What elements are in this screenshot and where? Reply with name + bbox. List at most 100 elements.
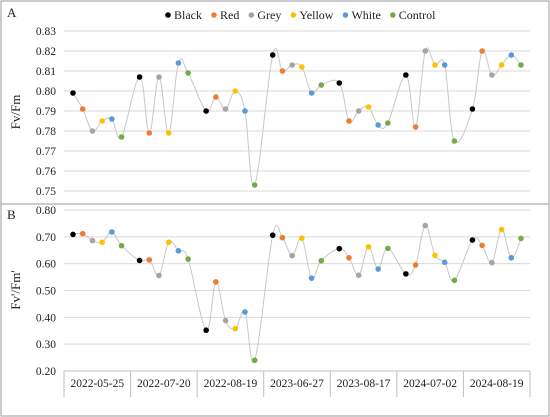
point-grey	[289, 252, 295, 259]
point-red	[213, 94, 219, 100]
point-black	[336, 245, 343, 252]
point-white	[441, 62, 448, 68]
legend-marker	[165, 12, 171, 18]
y-tick-label: 0.50	[36, 286, 56, 298]
legend-item-white: White	[342, 8, 381, 22]
point-control	[385, 120, 391, 126]
legend-label: Control	[399, 8, 436, 22]
point-black	[203, 327, 209, 334]
panel-b-points	[70, 222, 524, 364]
x-tick-label: 2023-06-27	[270, 378, 324, 390]
point-yellow	[498, 62, 505, 68]
point-grey	[156, 272, 162, 279]
point-white	[375, 266, 381, 272]
point-control	[318, 257, 325, 264]
point-red	[346, 254, 352, 261]
point-yellow	[498, 226, 505, 233]
point-red	[79, 230, 86, 237]
point-yellow	[232, 88, 239, 94]
point-white	[375, 122, 381, 128]
point-red	[346, 118, 352, 124]
point-red	[279, 234, 286, 241]
point-red	[479, 48, 485, 54]
point-red	[146, 257, 153, 263]
y-tick-label: 0.80	[36, 205, 56, 217]
point-yellow	[432, 62, 438, 68]
y-tick-label: 0.79	[36, 106, 56, 118]
point-control	[318, 82, 325, 88]
panel-a-points	[70, 48, 524, 188]
point-white	[308, 275, 315, 281]
y-tick-label: 0.70	[36, 232, 56, 244]
x-tick-label: 2022-08-19	[204, 378, 258, 390]
point-control	[451, 277, 458, 284]
point-control	[118, 242, 125, 249]
panel-b-label: B	[7, 207, 16, 222]
point-grey	[422, 222, 429, 229]
x-tick-label: 2023-08-17	[337, 378, 391, 390]
point-black	[136, 257, 143, 264]
point-black	[336, 80, 343, 86]
y-tick-label: 0.81	[36, 66, 56, 78]
legend-marker	[290, 12, 297, 18]
panel-b: B 0.20 0.30 0.40 0.50 0.60 0.70 0.80 Fv'/Fm' 2…	[0, 203, 550, 417]
point-yellow	[165, 130, 172, 136]
legend-item-grey: Grey	[248, 8, 281, 22]
legend-marker	[248, 12, 255, 18]
point-black	[136, 74, 143, 80]
legend-marker	[342, 12, 349, 18]
x-tick-label: 2022-07-20	[137, 378, 191, 390]
y-tick-label: 0.75	[36, 186, 56, 198]
point-white	[508, 52, 515, 58]
legend-label: Grey	[257, 8, 281, 22]
y-tick-label: 0.77	[36, 146, 56, 158]
point-yellow	[232, 325, 239, 332]
point-black	[269, 232, 276, 239]
point-grey	[89, 237, 96, 244]
y-tick-label: 0.76	[36, 166, 56, 178]
y-tick-label: 0.83	[36, 26, 56, 38]
point-control	[251, 182, 258, 188]
point-red	[79, 106, 86, 112]
point-red	[213, 279, 219, 285]
point-black	[203, 108, 209, 114]
x-tick-label: 2024-07-02	[403, 378, 457, 390]
point-yellow	[99, 118, 105, 124]
legend-item-control: Control	[389, 8, 436, 22]
legend-label: White	[351, 8, 380, 22]
point-black	[403, 271, 409, 277]
point-white	[441, 259, 448, 266]
point-white	[242, 309, 248, 315]
panel-a-y-axis-label: Fv/Fm	[8, 95, 23, 130]
point-control	[385, 245, 391, 252]
point-yellow	[299, 64, 305, 70]
point-black	[469, 237, 476, 243]
point-control	[251, 357, 258, 364]
point-black	[269, 52, 276, 58]
y-tick-label: 0.80	[36, 86, 56, 98]
point-control	[518, 62, 524, 68]
point-control	[118, 134, 125, 140]
point-white	[308, 90, 315, 96]
point-control	[185, 256, 191, 262]
panel-a-gridlines	[64, 30, 530, 192]
point-black	[469, 106, 476, 112]
point-yellow	[99, 239, 105, 245]
point-black	[403, 72, 409, 78]
y-tick-label: 0.20	[36, 366, 56, 378]
point-white	[508, 254, 515, 261]
legend-item-black: Black	[165, 8, 202, 22]
panel-b-y-axis-label: Fv'/Fm'	[8, 270, 23, 309]
point-red	[412, 124, 419, 130]
point-red	[479, 242, 485, 249]
point-control	[185, 70, 191, 76]
x-tick-label: 2024-08-19	[470, 378, 524, 390]
legend-item-red: Red	[211, 8, 239, 22]
y-tick-label: 0.40	[36, 312, 56, 324]
point-grey	[422, 48, 429, 54]
point-control	[451, 138, 458, 144]
point-yellow	[299, 235, 305, 241]
panel-b-y-ticks: 0.20 0.30 0.40 0.50 0.60 0.70 0.80	[36, 205, 56, 378]
point-yellow	[365, 243, 372, 250]
